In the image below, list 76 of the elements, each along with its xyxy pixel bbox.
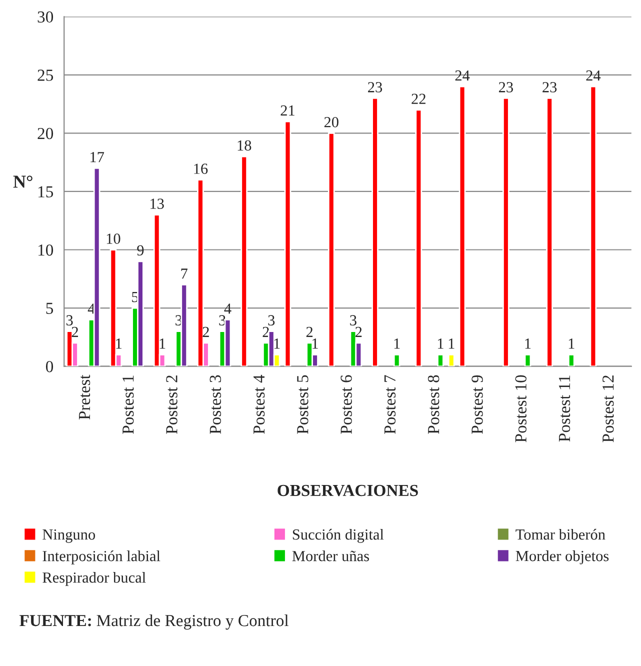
bar: [372, 98, 378, 366]
x-tick-label: Postest 8: [428, 375, 440, 434]
data-label: 24: [455, 70, 470, 81]
data-label: 23: [542, 82, 557, 92]
data-label: 1: [525, 338, 531, 349]
bar: [328, 132, 335, 366]
legend-label: Respirador bucal: [42, 572, 146, 586]
data-label: 3: [66, 315, 73, 326]
x-tick-label: Pretest: [79, 374, 90, 420]
y-tick-label: 0: [46, 361, 54, 372]
bar: [284, 120, 292, 366]
x-tick-label: Postest 6: [340, 375, 352, 434]
data-label: 2: [202, 326, 209, 337]
data-label: 23: [368, 82, 382, 92]
bar: [458, 86, 466, 366]
bar: [448, 354, 455, 366]
data-label: 20: [324, 117, 338, 128]
y-tick-label: 30: [38, 11, 54, 23]
data-label: 16: [194, 164, 208, 174]
data-label: 2: [72, 326, 78, 337]
data-label: 3: [350, 315, 356, 326]
x-tick-label: Postest 12: [602, 376, 614, 442]
legend-label: Tomar biberón: [516, 528, 606, 540]
bar: [437, 354, 444, 366]
bar: [546, 98, 553, 366]
y-tick-label: 5: [46, 302, 54, 314]
data-label: 18: [238, 140, 252, 151]
bar: [415, 109, 422, 366]
data-label: 9: [137, 245, 144, 256]
x-tick-label: Postest 11: [558, 376, 570, 442]
y-tick-label: 15: [38, 186, 54, 198]
legend-label: Succión digital: [292, 528, 384, 543]
data-label: 1: [274, 338, 280, 349]
data-label: 21: [280, 105, 294, 116]
source-note: FUENTE: Matriz de Registro y Control: [20, 614, 288, 630]
bar: [568, 354, 575, 366]
y-tick-label: 25: [38, 70, 54, 81]
x-tick-label: Postest 5: [297, 375, 308, 434]
bar: [590, 86, 597, 366]
y-tick-label: 20: [38, 128, 54, 140]
x-tick-label: Postest 10: [515, 375, 526, 442]
y-axis-title: N°: [13, 176, 32, 188]
data-label: 2: [356, 326, 362, 337]
data-label: 3: [268, 315, 275, 326]
data-label: 1: [568, 338, 574, 349]
data-label: 10: [106, 234, 120, 244]
x-tick-label: Postest 2: [166, 376, 178, 434]
data-label: 13: [150, 198, 164, 209]
data-label: 1: [312, 338, 318, 349]
legend-label: Morder uñas: [292, 550, 369, 562]
bar: [393, 354, 400, 366]
x-tick-label: Postest 4: [254, 374, 265, 434]
data-label: 1: [116, 338, 122, 349]
x-tick-label: Postest 1: [122, 376, 134, 434]
data-label: 17: [90, 152, 104, 162]
data-label: 22: [412, 94, 426, 104]
bar: [240, 156, 248, 366]
legend-label: Morder objetos: [516, 550, 609, 564]
x-tick-label: Postest 7: [384, 375, 396, 434]
x-axis-title: OBSERVACIONES: [278, 484, 418, 496]
legend-label: Interposición labial: [42, 550, 160, 564]
data-label: 2: [306, 326, 313, 337]
bar: [502, 98, 510, 366]
data-label: 7: [181, 268, 188, 279]
data-label: 24: [586, 70, 601, 81]
x-tick-label: Postest 3: [210, 375, 221, 434]
bar: [524, 354, 532, 366]
data-label: 1: [394, 338, 400, 349]
data-label: 1: [448, 338, 454, 349]
data-label: 1: [438, 338, 444, 349]
y-tick-label: 10: [38, 244, 54, 256]
legend-label: Ninguno: [42, 529, 96, 543]
x-tick-label: Postest 9: [472, 375, 483, 434]
data-label: 1: [160, 338, 166, 349]
data-label: 23: [498, 82, 513, 92]
data-label: 4: [224, 304, 232, 314]
